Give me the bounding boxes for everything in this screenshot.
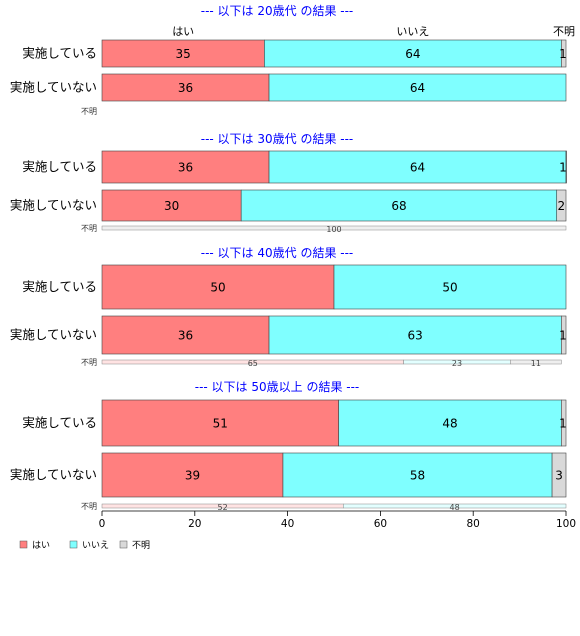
unknown-row-segment-unknown [101,225,567,231]
unknown-row-label: 不明 [81,107,97,116]
category-label: 実施している [22,46,97,61]
legend-swatch-yes [19,540,28,549]
data-label: 1 [559,161,567,175]
data-label: 36 [178,329,193,343]
panel-title: --- 以下は 20歳代 の結果 --- [201,4,354,18]
legend-label-no: いいえ [82,540,109,551]
data-label: 63 [408,329,423,343]
bar-segment-unknown [565,150,567,184]
bar-segment-unknown [551,452,567,498]
legend-swatch-unknown [119,540,128,549]
x-tick-label: 40 [281,518,294,530]
data-label: 2 [558,199,566,213]
bar-segment-no [338,399,562,447]
data-label: 64 [410,81,425,95]
data-label: 36 [178,81,193,95]
unknown-row-segment-no [343,503,567,509]
bar-segment-unknown [556,189,567,222]
x-tick-label: 80 [467,518,480,530]
bar-segment-unknown [561,399,567,447]
category-label: 実施している [22,159,97,174]
bar-segment-unknown [561,315,567,355]
unknown-row-label: 不明 [81,358,97,367]
column-header-yes: はい [172,25,194,38]
data-label: 3 [555,469,563,483]
data-label: 39 [185,469,200,483]
data-label: 50 [442,281,457,295]
bar-segment-yes [101,39,265,68]
category-label: 実施している [22,415,97,430]
data-label: 58 [410,469,425,483]
unknown-row-label-value: 52 [218,503,228,512]
bar-segment-no [268,73,567,102]
unknown-row-label-value: 48 [450,503,460,512]
bar-segment-no [240,189,558,222]
x-tick-label: 20 [188,518,201,530]
unknown-row-label-value: 100 [326,225,341,234]
data-label: 64 [405,47,420,61]
category-label: 実施していない [10,198,97,213]
panel-title: --- 以下は 30歳代 の結果 --- [201,132,354,146]
column-header-unknown: 不明 [553,25,575,38]
bar-segment-yes [101,399,339,447]
bar-segment-yes [101,189,242,222]
unknown-row-label-value: 11 [531,359,541,368]
unknown-row-label-value: 23 [452,359,462,368]
data-label: 64 [410,161,425,175]
data-label: 1 [559,417,567,431]
legend-label-yes: はい [32,540,50,551]
category-label: 実施している [22,279,97,294]
unknown-row-label-value: 65 [248,359,258,368]
bar-segment-yes [101,150,270,184]
legend-swatch-no [69,540,78,549]
bar-segment-no [268,315,562,355]
unknown-row-label: 不明 [81,224,97,233]
unknown-row-label: 不明 [81,502,97,511]
bar-segment-no [264,39,562,68]
data-label: 1 [559,329,567,343]
data-label: 50 [210,281,225,295]
bar-segment-yes [101,315,270,355]
x-tick-label: 60 [374,518,387,530]
x-tick-label: 100 [556,518,576,530]
data-label: 35 [176,47,191,61]
data-label: 51 [213,417,228,431]
data-label: 1 [559,47,567,61]
data-label: 48 [442,417,457,431]
category-label: 実施していない [10,467,97,482]
bar-segment-unknown [561,39,567,68]
panel-title: --- 以下は 50歳以上 の結果 --- [195,380,360,394]
bar-segment-no [333,264,567,310]
data-label: 30 [164,199,179,213]
column-header-no: いいえ [396,25,429,38]
panel-title: --- 以下は 40歳代 の結果 --- [201,246,354,260]
unknown-row-segment-unknown [510,359,562,365]
data-label: 36 [178,161,193,175]
bar-segment-yes [101,452,284,498]
legend-label-unknown: 不明 [132,540,150,551]
x-tick-label: 0 [99,518,106,530]
bar-segment-no [268,150,567,184]
category-label: 実施していない [10,327,97,342]
category-label: 実施していない [10,80,97,95]
data-label: 68 [391,199,406,213]
